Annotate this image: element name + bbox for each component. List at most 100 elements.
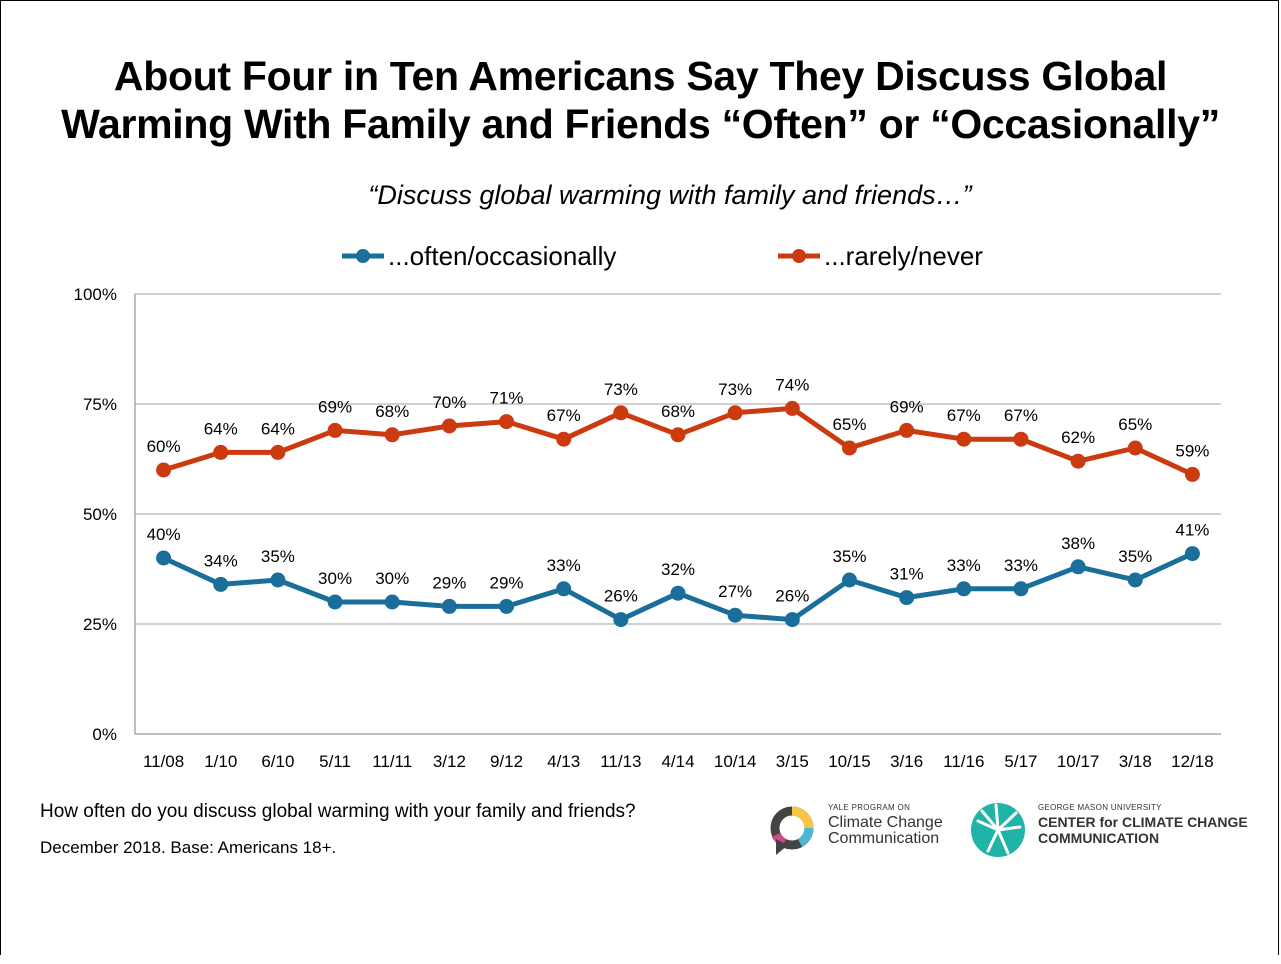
- data-point-rarely: [213, 444, 229, 460]
- data-point-often: [899, 590, 915, 606]
- data-point-rarely: [1184, 466, 1200, 482]
- legend-label-often: ...often/occasionally: [388, 240, 617, 271]
- data-label-rarely: 64%: [204, 419, 238, 438]
- data-label-rarely: 64%: [261, 419, 295, 438]
- data-label-rarely: 68%: [661, 402, 695, 421]
- data-point-rarely: [1127, 440, 1143, 456]
- data-label-often: 35%: [832, 547, 866, 566]
- yale-speech-bubble-icon: [770, 806, 814, 855]
- x-tick-label: 4/14: [661, 752, 694, 771]
- data-point-often: [270, 572, 286, 588]
- data-label-often: 40%: [147, 525, 181, 544]
- survey-base: December 2018. Base: Americans 18+.: [40, 838, 337, 857]
- data-label-rarely: 65%: [1118, 415, 1152, 434]
- data-label-rarely: 62%: [1061, 428, 1095, 447]
- yale-logo: YALE PROGRAM ON Climate Change Communica…: [764, 799, 964, 863]
- data-label-rarely: 67%: [947, 406, 981, 425]
- yale-program-label: YALE PROGRAM ON: [828, 803, 911, 812]
- data-label-often: 26%: [604, 587, 638, 606]
- x-tick-label: 11/11: [372, 752, 412, 771]
- data-point-often: [213, 576, 229, 592]
- data-label-often: 38%: [1061, 534, 1095, 553]
- data-point-rarely: [841, 440, 857, 456]
- yale-name-line2: Communication: [828, 830, 940, 847]
- gmu-name-line2: COMMUNICATION: [1038, 830, 1160, 846]
- data-label-rarely: 69%: [890, 397, 924, 416]
- data-point-rarely: [670, 427, 686, 443]
- data-point-often: [956, 581, 972, 597]
- data-point-rarely: [1013, 431, 1029, 447]
- x-tick-label: 4/13: [547, 752, 580, 771]
- data-point-often: [384, 594, 400, 610]
- data-point-rarely: [899, 422, 915, 438]
- x-tick-label: 5/17: [1004, 752, 1037, 771]
- data-label-often: 33%: [947, 556, 981, 575]
- legend-item-rarely: ...rarely/never: [776, 236, 983, 276]
- data-point-rarely: [499, 414, 515, 430]
- data-label-rarely: 73%: [604, 380, 638, 399]
- data-label-often: 35%: [1118, 547, 1152, 566]
- data-point-rarely: [156, 462, 172, 478]
- data-label-rarely: 67%: [1004, 406, 1038, 425]
- data-label-rarely: 70%: [432, 393, 466, 412]
- data-point-rarely: [384, 427, 400, 443]
- line-chart: 0% 25% 50% 75% 100% 11/08 1/10 6/10 5/11 11/11 3/1…: [74, 285, 1221, 771]
- data-point-often: [499, 598, 515, 614]
- gmu-logo: GEORGE MASON UNIVERSITY CENTER for CLIMA…: [968, 799, 1258, 863]
- gmu-university-label: GEORGE MASON UNIVERSITY: [1038, 803, 1162, 812]
- title-line-1: About Four in Ten Americans Say They Dis…: [113, 53, 1168, 99]
- data-label-often: 33%: [1004, 556, 1038, 575]
- data-label-often: 30%: [375, 569, 409, 588]
- data-point-rarely: [784, 400, 800, 416]
- data-point-rarely: [556, 431, 572, 447]
- data-label-rarely: 69%: [318, 397, 352, 416]
- x-tick-label: 10/14: [714, 752, 757, 771]
- data-point-often: [1070, 559, 1086, 575]
- data-point-often: [441, 598, 457, 614]
- survey-question: How often do you discuss global warming …: [40, 801, 636, 822]
- data-point-rarely: [327, 422, 343, 438]
- data-label-rarely: 73%: [718, 380, 752, 399]
- y-tick-label: 0%: [92, 725, 117, 744]
- data-point-often: [784, 612, 800, 628]
- data-point-often: [1013, 581, 1029, 597]
- legend-marker-often: [342, 249, 384, 263]
- y-tick-label: 25%: [83, 615, 117, 634]
- data-label-often: 29%: [490, 573, 524, 592]
- data-point-often: [1127, 572, 1143, 588]
- data-label-often: 32%: [661, 560, 695, 579]
- data-point-rarely: [613, 405, 629, 421]
- x-tick-label: 5/11: [319, 752, 351, 771]
- data-point-rarely: [1070, 453, 1086, 469]
- x-tick-label: 10/15: [828, 752, 871, 771]
- data-label-rarely: 74%: [775, 375, 809, 394]
- data-label-often: 35%: [261, 547, 295, 566]
- data-label-rarely: 68%: [375, 402, 409, 421]
- x-tick-label: 6/10: [261, 752, 294, 771]
- legend-label-rarely: ...rarely/never: [824, 240, 983, 271]
- x-tick-label: 3/16: [890, 752, 923, 771]
- gmu-sunburst-icon: [971, 803, 1025, 857]
- data-point-often: [613, 612, 629, 628]
- data-label-rarely: 59%: [1175, 441, 1209, 460]
- x-tick-label: 10/17: [1057, 752, 1100, 771]
- data-point-often: [670, 585, 686, 601]
- data-point-rarely: [727, 405, 743, 421]
- x-tick-label: 3/15: [776, 752, 809, 771]
- data-label-rarely: 65%: [832, 415, 866, 434]
- data-point-often: [556, 581, 572, 597]
- data-label-often: 27%: [718, 582, 752, 601]
- data-point-rarely: [441, 418, 457, 434]
- x-tick-label: 9/12: [490, 752, 523, 771]
- x-tick-label: 1/10: [204, 752, 237, 771]
- chart-subtitle: “Discuss global warming with family and …: [368, 180, 972, 210]
- data-label-rarely: 71%: [490, 389, 524, 408]
- data-point-often: [727, 607, 743, 623]
- y-tick-label: 75%: [83, 395, 117, 414]
- data-point-rarely: [270, 444, 286, 460]
- data-point-often: [1184, 546, 1200, 562]
- data-label-often: 30%: [318, 569, 352, 588]
- data-point-often: [327, 594, 343, 610]
- data-point-often: [156, 550, 172, 566]
- y-tick-label: 50%: [83, 505, 117, 524]
